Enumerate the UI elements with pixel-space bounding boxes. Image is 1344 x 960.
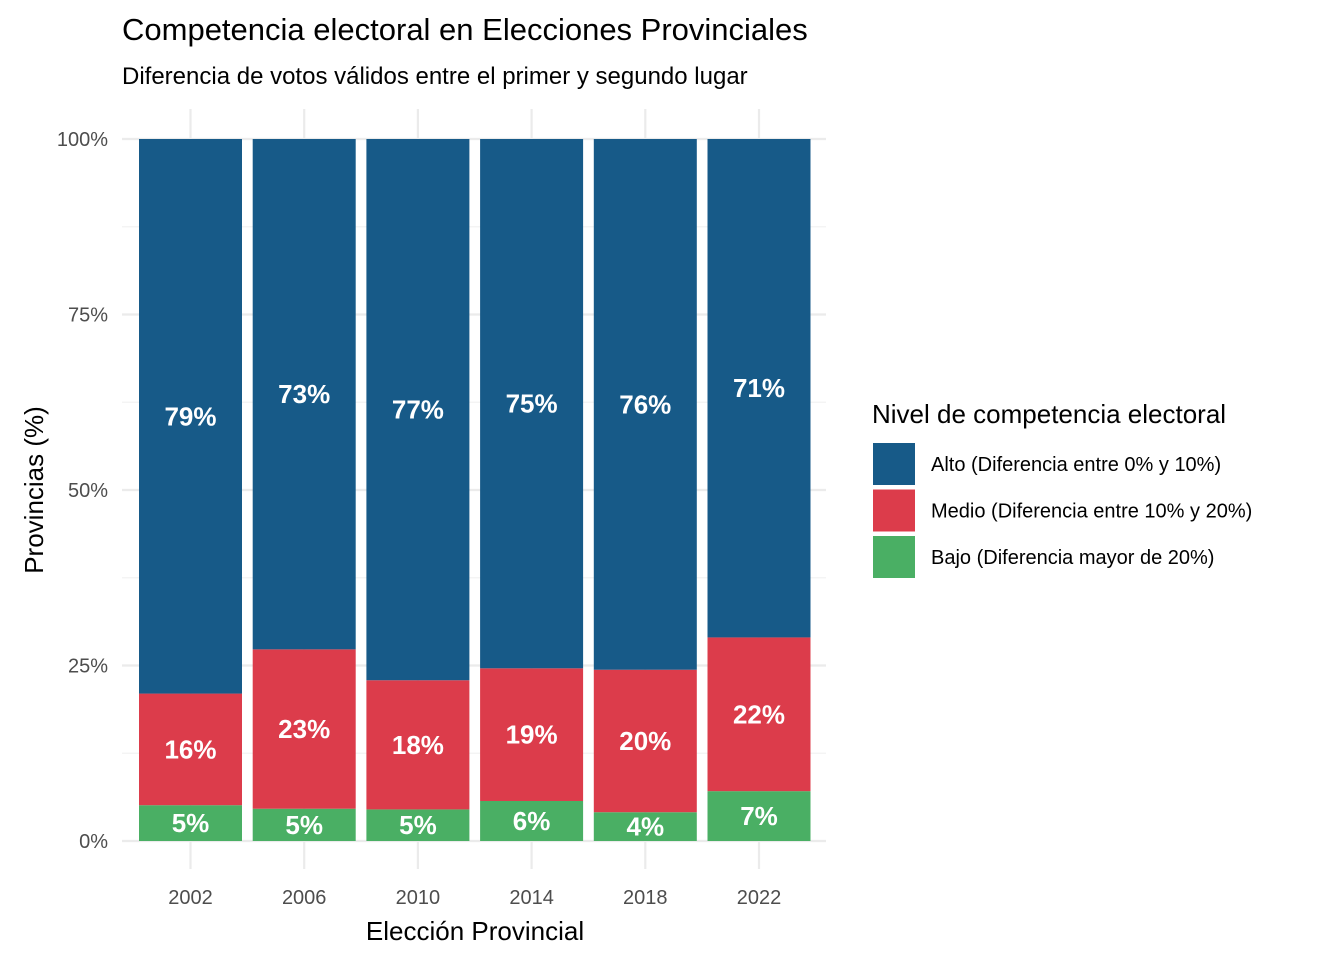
legend-swatch: [873, 536, 915, 578]
bar-segment: [593, 669, 697, 813]
x-tick-label: 2002: [168, 887, 213, 909]
bar-value-label: 75%: [506, 389, 558, 419]
x-tick-label: 2022: [737, 887, 782, 909]
bar-value-label: 79%: [164, 401, 216, 431]
bar-labels: 5% 16% 79% 5% 23% 73% 5% 18% 77% 6% 19% 75% 4% 20% 76%…: [164, 373, 785, 841]
x-tick-label: 2010: [396, 887, 441, 909]
chart-subtitle: Diferencia de votos válidos entre el pri…: [122, 63, 748, 90]
bar-segment: [366, 139, 470, 681]
bar-value-label: 4%: [627, 812, 665, 842]
bar-segment: [593, 139, 697, 670]
bar-value-label: 71%: [733, 373, 785, 403]
x-tick-label: 2018: [623, 887, 668, 909]
bar-value-label: 77%: [392, 395, 444, 425]
bar-value-label: 23%: [278, 714, 330, 744]
bar-segment: [366, 809, 470, 841]
legend-label: Medio (Diferencia entre 10% y 20%): [931, 501, 1252, 523]
bar-segment: [252, 649, 356, 809]
bar-segment: [480, 139, 584, 669]
bar-segment: [252, 139, 356, 650]
y-axis-ticks: 0% 25% 50% 75% 100%: [57, 129, 108, 853]
bar-segment: [480, 800, 584, 841]
chart-title: Competencia electoral en Elecciones Prov…: [122, 12, 808, 47]
bar-segment: [252, 808, 356, 841]
bar-value-label: 5%: [399, 810, 437, 840]
y-tick-label: 25%: [68, 656, 108, 678]
legend: Nivel de competencia electoral Alto (Dif…: [872, 399, 1252, 578]
legend-title: Nivel de competencia electoral: [872, 399, 1226, 429]
x-tick-label: 2006: [282, 887, 327, 909]
bar-value-label: 22%: [733, 699, 785, 729]
bar-value-label: 5%: [285, 810, 323, 840]
bar-segment: [707, 139, 811, 638]
x-axis-title: Elección Provincial: [366, 916, 584, 946]
legend-swatch: [873, 489, 915, 532]
bar-segment: [593, 812, 697, 841]
legend-label: Bajo (Diferencia mayor de 20%): [931, 547, 1214, 569]
bar-value-label: 5%: [172, 808, 210, 838]
legend-label: Alto (Diferencia entre 0% y 10%): [931, 454, 1221, 476]
y-tick-label: 75%: [68, 305, 108, 327]
y-tick-label: 100%: [57, 129, 108, 151]
legend-items: Alto (Diferencia entre 0% y 10%) Medio (D…: [873, 443, 1252, 578]
bar-segment: [707, 637, 811, 792]
bar-segment: [366, 680, 470, 810]
bar-segment: [139, 805, 242, 841]
bar-value-label: 73%: [278, 379, 330, 409]
legend-swatch: [873, 443, 915, 485]
bar-value-label: 20%: [619, 726, 671, 756]
bar-segment: [139, 693, 242, 806]
bar-value-label: 19%: [506, 720, 558, 750]
bar-value-label: 16%: [164, 734, 216, 764]
bar-value-label: 6%: [513, 806, 551, 836]
bars: [139, 139, 811, 841]
bar-value-label: 18%: [392, 730, 444, 760]
x-tick-label: 2014: [509, 887, 554, 909]
y-tick-label: 50%: [68, 480, 108, 502]
bar-segment: [480, 668, 584, 801]
y-tick-label: 0%: [79, 831, 108, 853]
bar-segment: [707, 791, 811, 841]
bar-segment: [139, 139, 242, 694]
x-axis-ticks: 2002 2006 2010 2014 2018 2022: [168, 887, 781, 909]
bar-value-label: 7%: [740, 801, 778, 831]
bar-value-label: 76%: [619, 389, 671, 419]
y-axis-title: Provincias (%): [19, 406, 49, 574]
